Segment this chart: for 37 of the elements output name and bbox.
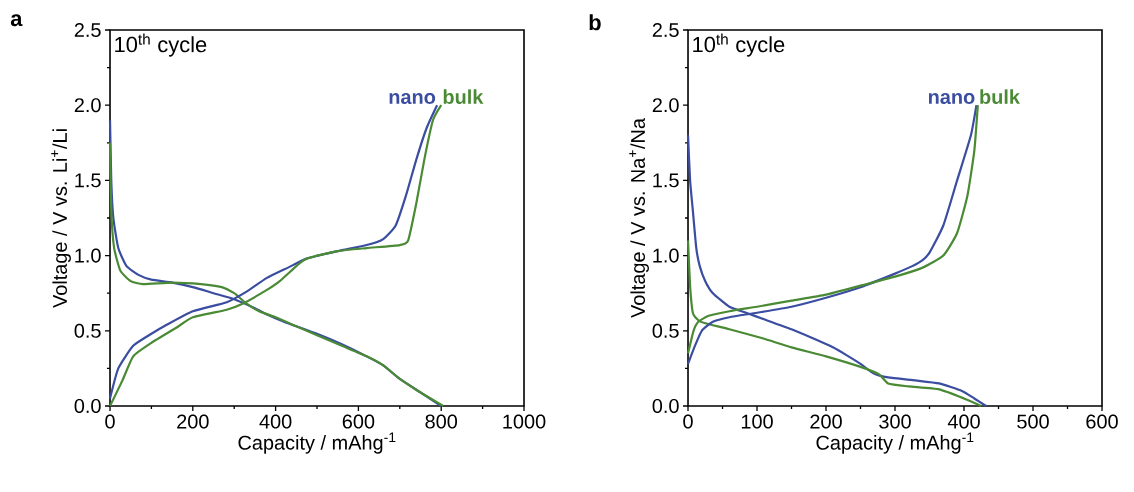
y-tick-label: 1.5 [653, 173, 679, 188]
annotation: 10$^{th}$ cycle [115, 33, 207, 57]
y-axis-title: Voltage / V vs. Na$^{+}$/Na [629, 118, 649, 318]
y-tick-label: 2.0 [652, 98, 679, 113]
y-tick-label: 1.0 [75, 248, 101, 263]
series-label: nano [389, 93, 436, 104]
x-tick-label: 1000 [503, 414, 546, 429]
x-tick-label: 0 [105, 414, 115, 429]
x-tick-label: 600 [342, 414, 375, 429]
x-tick-label: 200 [177, 414, 209, 429]
annotation: 10$^{th}$ cycle [693, 33, 785, 57]
x-tick-label: 100 [741, 414, 773, 429]
y-tick-label: 0.0 [652, 398, 679, 414]
y-tick-label: 1.5 [75, 173, 101, 188]
x-tick-label: 800 [425, 414, 458, 429]
x-tick-label: 600 [1086, 414, 1118, 429]
x-tick-label: 200 [810, 414, 842, 429]
x-tick-label: 400 [947, 414, 980, 429]
series-label: bulk [980, 89, 1020, 104]
chart-title: a [10, 14, 23, 27]
x-axis-title: Capacity / mAhg$^{-1}$ [238, 432, 396, 454]
x-tick-label: 0 [683, 414, 693, 429]
y-tick-label: 2.0 [74, 98, 101, 113]
series-label: nano [928, 93, 975, 104]
x-tick-label: 400 [259, 414, 292, 429]
y-tick-label: 0.5 [652, 323, 679, 338]
x-tick-label: 300 [879, 414, 911, 429]
chart-title: b [589, 14, 601, 31]
y-tick-label: 0.5 [74, 323, 101, 338]
y-axis-title: Voltage / V vs. Li$^{+}$/Li [51, 129, 71, 308]
y-tick-label: 0.0 [74, 398, 101, 414]
x-tick-label: 500 [1017, 414, 1049, 429]
x-axis-title: Capacity / mAhg$^{-1}$ [816, 432, 974, 454]
y-tick-label: 2.5 [652, 22, 679, 38]
y-tick-label: 2.5 [74, 22, 101, 38]
series-label: bulk [443, 89, 484, 104]
y-tick-label: 1.0 [653, 248, 679, 263]
